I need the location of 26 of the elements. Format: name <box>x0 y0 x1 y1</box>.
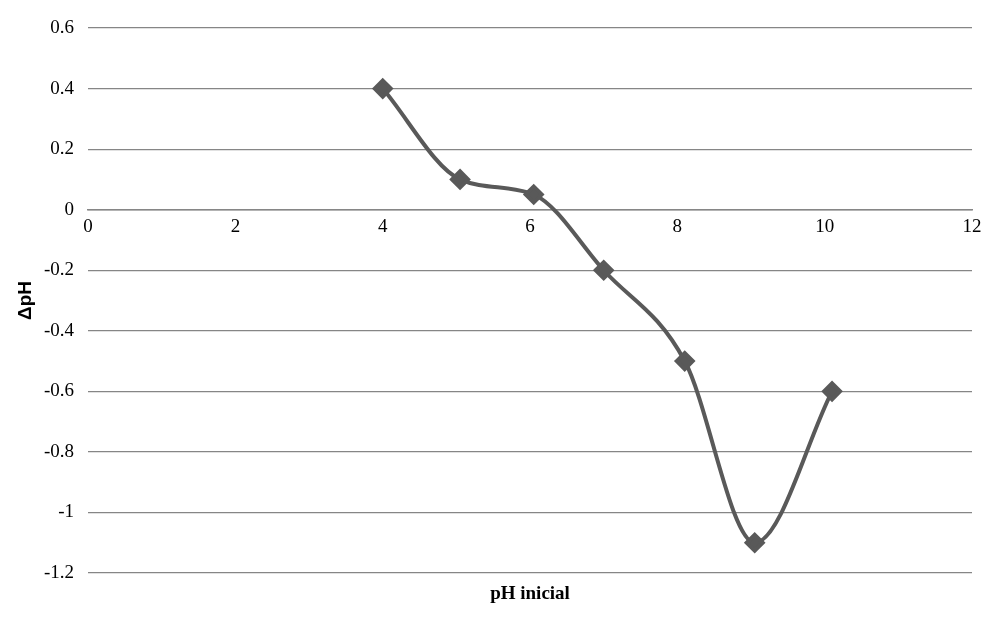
x-tick-label: 8 <box>672 215 683 237</box>
point <box>593 260 614 281</box>
y-axis-title: ΔpH <box>14 281 36 320</box>
x-tick-label: 2 <box>230 215 241 237</box>
y-tick-label: -0.2 <box>44 258 75 280</box>
y-tick-label: 0 <box>64 197 75 219</box>
x-tick-label: 6 <box>525 215 535 237</box>
y-tick-label: 0.4 <box>50 76 75 98</box>
y-tick-label: -0.4 <box>44 318 75 340</box>
y-tick-label: -1 <box>58 500 75 522</box>
y-tick-label: 0.6 <box>50 15 75 37</box>
point <box>372 78 393 99</box>
y-tick-label: -0.6 <box>44 379 75 401</box>
x-tick-label: 4 <box>377 215 388 237</box>
point <box>674 351 695 372</box>
x-axis-title: pH inicial <box>490 582 570 604</box>
point <box>744 532 765 553</box>
point <box>822 381 843 402</box>
x-tick-label: 0 <box>83 215 93 237</box>
y-tick-label: -0.8 <box>44 439 75 461</box>
point <box>450 169 471 190</box>
x-tick-label: 12 <box>962 215 982 237</box>
y-tick-label: 0.2 <box>50 137 75 159</box>
x-tick-label: 10 <box>815 215 835 237</box>
y-tick-label: -1.2 <box>44 560 75 582</box>
point <box>523 184 544 205</box>
